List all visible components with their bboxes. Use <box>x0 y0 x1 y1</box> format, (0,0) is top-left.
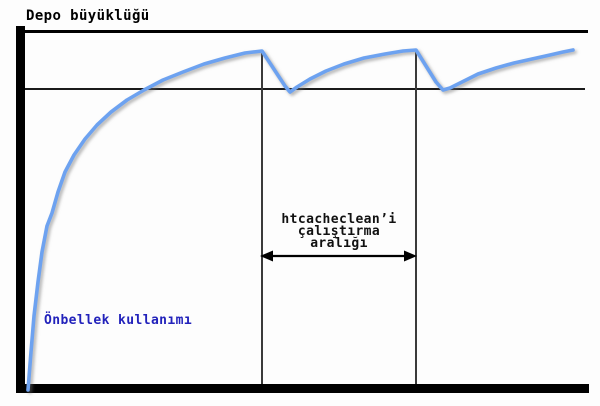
interval-label: htcacheclean’i çalıştırma aralığı <box>262 212 416 251</box>
interval-arrow-right-head <box>404 250 417 262</box>
curve-label: Önbellek kullanımı <box>44 313 193 328</box>
interval-arrow-left-head <box>260 250 273 262</box>
interval-label-line3: aralığı <box>310 236 368 251</box>
interval-label-line2: çalıştırma <box>297 224 381 239</box>
cache-usage-curve <box>26 48 575 392</box>
x-axis-bar <box>16 384 589 393</box>
y-axis-bar <box>16 26 25 393</box>
interval-label-line1: htcacheclean’i <box>281 212 397 227</box>
chart-top-border <box>16 30 588 33</box>
y-axis-title: Depo büyüklüğü <box>26 8 150 24</box>
